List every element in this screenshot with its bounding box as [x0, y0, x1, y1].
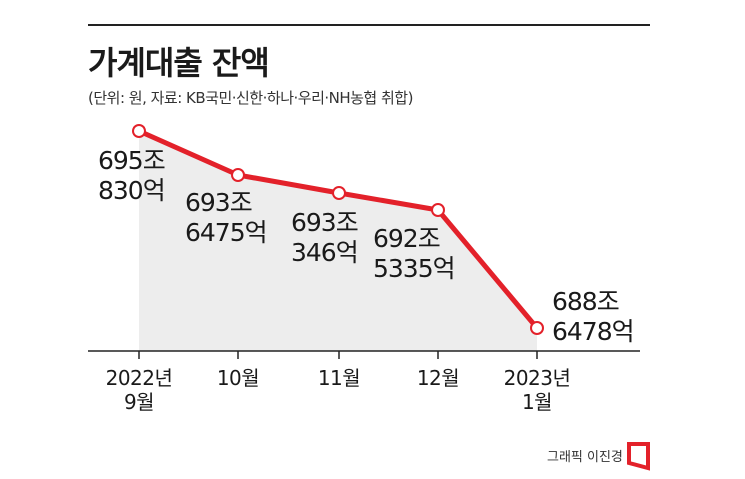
chart-title: 가계대출 잔액	[88, 44, 270, 82]
data-label-1: 693조 6475억	[185, 188, 268, 247]
data-point-2	[332, 186, 346, 200]
x-tick-label-2: 11월	[317, 366, 361, 390]
graphic-credit: 그래픽 이진경	[547, 450, 623, 465]
x-tick-label-1: 10월	[216, 366, 260, 390]
data-point-3	[431, 203, 445, 217]
data-label-3: 692조 5335억	[373, 224, 456, 283]
data-label-0: 695조 830억	[98, 146, 166, 205]
x-tick-label-3: 12월	[416, 366, 460, 390]
x-tick-label-0: 2022년 9월	[105, 366, 173, 414]
top-rule	[88, 24, 650, 26]
data-point-4	[530, 321, 544, 335]
data-label-4: 688조 6478억	[552, 287, 635, 346]
area-fill	[139, 131, 537, 351]
data-point-1	[231, 168, 245, 182]
data-label-2: 693조 346억	[291, 208, 359, 267]
x-tick-label-4: 2023년 1월	[503, 366, 571, 414]
publisher-logo-icon	[627, 442, 650, 471]
data-point-0	[132, 124, 146, 138]
chart-subtitle: (단위: 원, 자료: KB국민·신한·하나·우리·NH농협 취합)	[88, 89, 413, 107]
